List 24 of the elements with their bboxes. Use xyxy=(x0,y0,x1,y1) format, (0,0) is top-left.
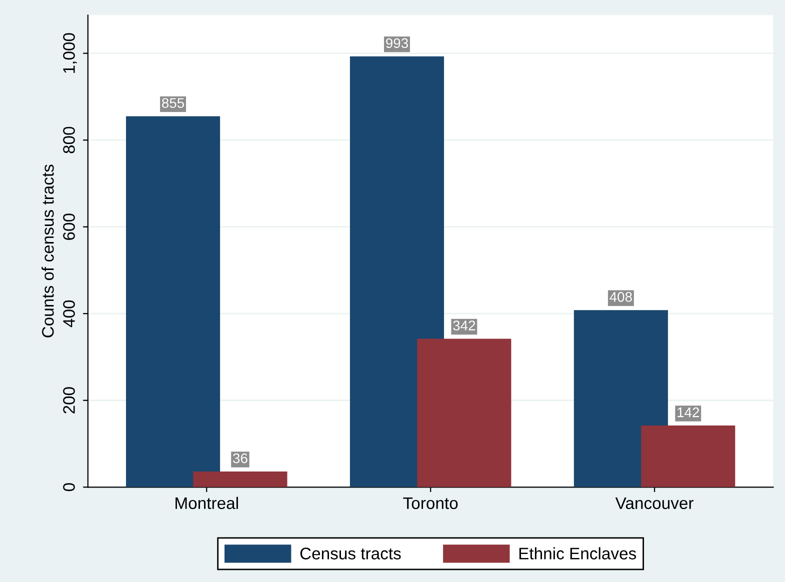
x-tick-label: Montreal xyxy=(176,496,238,510)
y-tick-label: 400 xyxy=(63,300,75,328)
data-label: 36 xyxy=(233,453,248,464)
x-tick-label: Toronto xyxy=(403,497,458,510)
data-label: 408 xyxy=(610,292,632,302)
y-tick-label: 800 xyxy=(63,126,75,154)
y-tick-label: 600 xyxy=(63,214,75,240)
y-tick-label: 0 xyxy=(63,483,75,492)
bar xyxy=(193,472,288,488)
data-label: 855 xyxy=(162,98,184,108)
bar xyxy=(574,310,668,488)
data-label: 993 xyxy=(386,38,408,48)
y-tick-label: 1,000 xyxy=(63,33,77,73)
bar xyxy=(417,338,512,488)
y-tick-label: 200 xyxy=(63,387,75,414)
data-label: 342 xyxy=(453,320,476,330)
x-tick-label: Vancouver xyxy=(615,497,694,510)
y-axis-title: Counts of census tracts xyxy=(42,164,54,338)
legend-label: Census tracts xyxy=(300,548,401,560)
bar xyxy=(641,426,736,488)
data-label: 142 xyxy=(678,407,700,418)
bar xyxy=(126,116,220,488)
legend-label: Ethnic Enclaves xyxy=(519,547,636,560)
bar xyxy=(350,56,444,488)
